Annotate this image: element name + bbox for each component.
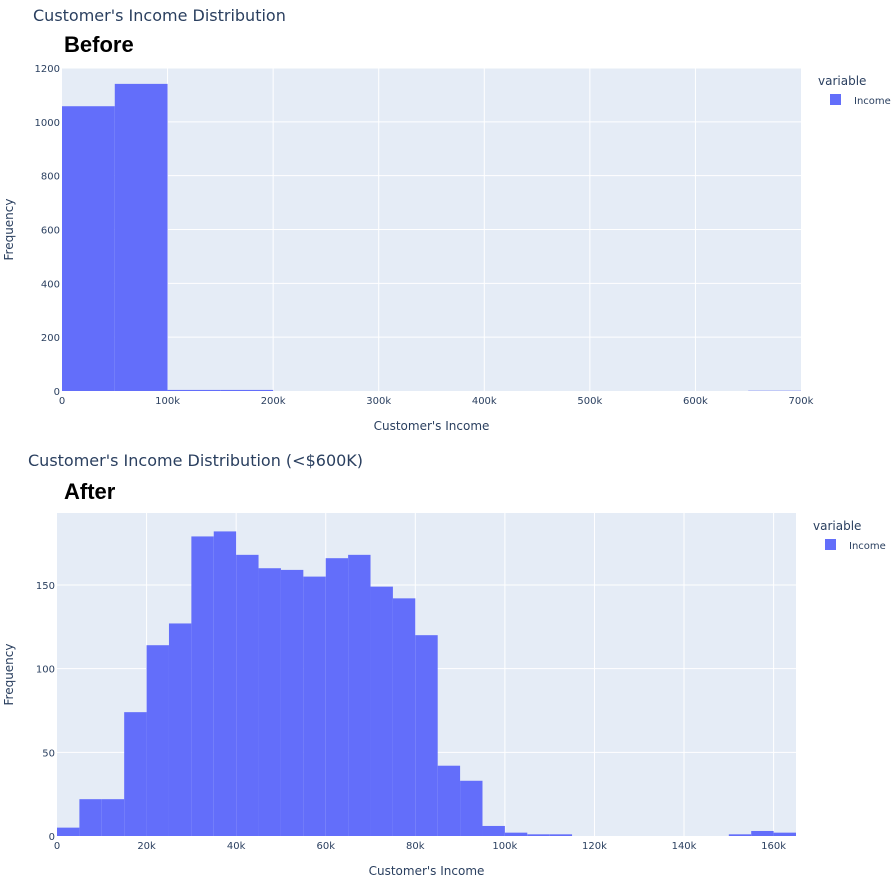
x-tick-label: 400k (472, 396, 497, 407)
legend[interactable]: variable Income (818, 74, 891, 107)
y-tick-label: 0 (54, 387, 60, 398)
x-tick-label: 0 (59, 396, 65, 407)
histogram-bar (728, 834, 752, 836)
histogram-bar (773, 832, 796, 836)
x-axis-label: Customer's Income (374, 419, 490, 433)
chart-annotation: After (64, 479, 116, 504)
x-tick-label: 80k (406, 841, 425, 852)
histogram-bar (415, 635, 438, 836)
histogram-bar (504, 832, 528, 836)
x-tick-label: 100k (492, 841, 517, 852)
histogram-bar (236, 554, 259, 836)
y-tick-label: 1000 (35, 118, 60, 129)
histogram-bar (114, 83, 168, 392)
legend[interactable]: variable Income (813, 519, 886, 552)
histogram-bar (527, 834, 550, 836)
x-tick-label: 40k (227, 841, 246, 852)
histogram-bar (280, 569, 304, 836)
x-tick-label: 60k (316, 841, 335, 852)
y-tick-label: 1200 (35, 64, 60, 75)
histogram-bar (124, 712, 147, 836)
y-tick-label: 200 (41, 333, 60, 344)
histogram-bar (213, 531, 237, 836)
x-tick-label: 140k (672, 841, 697, 852)
legend-item[interactable]: Income (854, 96, 891, 107)
histogram-bar (191, 536, 214, 836)
histogram-bar (79, 799, 102, 836)
x-tick-label: 160k (761, 841, 786, 852)
y-tick-label: 800 (41, 172, 60, 183)
legend-title: variable (813, 519, 861, 533)
histogram-bar (370, 586, 393, 836)
histogram-bar (146, 645, 169, 836)
x-tick-label: 600k (683, 396, 708, 407)
legend-title: variable (818, 74, 866, 88)
histogram-bar (57, 827, 80, 836)
legend-item[interactable]: Income (849, 541, 886, 552)
histogram-bar (167, 389, 221, 391)
x-tick-label: 100k (155, 396, 180, 407)
x-tick-label: 700k (789, 396, 814, 407)
histogram-bar (751, 830, 774, 836)
histogram-bar (348, 554, 371, 836)
legend-swatch[interactable] (830, 94, 841, 105)
histogram-bar (101, 799, 125, 836)
y-tick-label: 0 (49, 832, 55, 843)
y-tick-label: 100 (36, 665, 55, 676)
histogram-bar (168, 623, 192, 836)
y-axis-label: Frequency (2, 199, 16, 261)
histogram-bar (303, 576, 326, 836)
chart-annotation: Before (64, 32, 134, 57)
x-tick-label: 20k (137, 841, 156, 852)
chart-title: Customer's Income Distribution (33, 6, 286, 25)
y-tick-label: 600 (41, 226, 60, 237)
y-tick-label: 400 (41, 279, 60, 290)
histogram-bar (220, 389, 274, 391)
histogram-bar (392, 598, 416, 836)
x-tick-label: 300k (366, 396, 391, 407)
chart-title: Customer's Income Distribution (<$600K) (28, 451, 363, 470)
x-tick-label: 0 (54, 841, 60, 852)
histogram-bar (549, 834, 573, 836)
x-tick-label: 500k (577, 396, 602, 407)
x-axis-label: Customer's Income (369, 864, 485, 878)
y-axis-label: Frequency (2, 644, 16, 706)
histogram-bar (482, 825, 505, 836)
x-tick-label: 120k (582, 841, 607, 852)
chart-1: Customer's Income Distribution Before 0 200… (2, 6, 891, 433)
y-tick-label: 50 (42, 748, 55, 759)
histogram-bar (460, 780, 483, 836)
chart-2: Customer's Income Distribution (<$600K) A… (2, 451, 886, 878)
histogram-bar (437, 765, 461, 836)
histogram-bar (62, 106, 115, 391)
histogram-bar (258, 568, 281, 836)
y-tick-label: 150 (36, 581, 55, 592)
histogram-bar (325, 558, 349, 836)
x-tick-label: 200k (261, 396, 286, 407)
legend-swatch[interactable] (825, 539, 836, 550)
